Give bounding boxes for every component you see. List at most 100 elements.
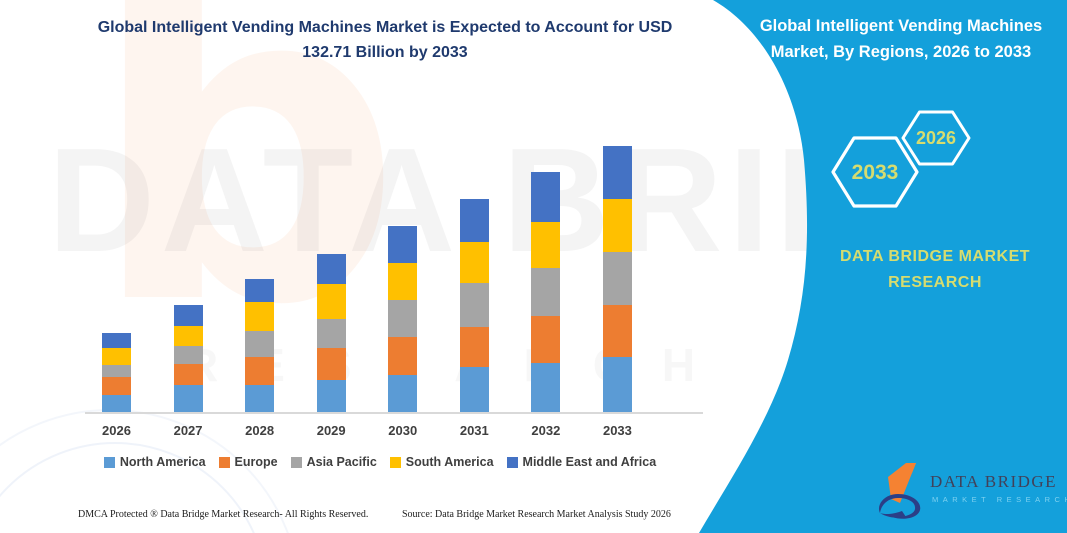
bar-2026 bbox=[102, 333, 131, 412]
legend-label: North America bbox=[119, 455, 206, 469]
bar-2028 bbox=[245, 279, 275, 412]
brand-text-line1: DATA BRIDGE MARKET bbox=[839, 248, 1031, 265]
logo-b-swoosh bbox=[878, 494, 921, 519]
bar-segment-2030-europe bbox=[388, 337, 418, 375]
x-axis-label-2027: 2027 bbox=[173, 423, 203, 438]
bar-2032 bbox=[531, 172, 561, 412]
bar-segment-2026-europe bbox=[102, 377, 131, 395]
bar-segment-2032-asia-pacific bbox=[531, 268, 561, 316]
hexagon-2026-label: 2026 bbox=[915, 128, 957, 148]
right-panel-title-line2: Market, By Regions, 2026 to 2033 bbox=[770, 43, 1032, 61]
right-panel-title: Global Intelligent Vending Machines Mark… bbox=[742, 13, 1060, 65]
legend-item-middle-east-and-africa: Middle East and Africa bbox=[506, 455, 657, 469]
bar-segment-2031-europe bbox=[459, 327, 489, 367]
bar-segment-2033-middle-east-and-africa bbox=[602, 146, 632, 199]
bar-segment-2028-europe bbox=[245, 357, 275, 385]
legend-swatch-icon bbox=[506, 456, 518, 468]
bar-segment-2032-europe bbox=[531, 316, 561, 363]
bar-segment-2030-middle-east-and-africa bbox=[388, 226, 418, 263]
logo-name-text: DATA BRIDGE bbox=[930, 472, 1058, 491]
x-axis-label-2030: 2030 bbox=[388, 423, 418, 438]
legend-item-north-america: North America bbox=[103, 455, 206, 469]
bar-segment-2032-north-america bbox=[531, 363, 561, 412]
x-axis-labels: 2026 2027 2028 2029 2030 2031 2032 2033 bbox=[102, 423, 632, 438]
x-axis-label-2028: 2028 bbox=[245, 423, 275, 438]
bar-segment-2028-south-america bbox=[245, 302, 275, 331]
bar-segment-2031-south-america bbox=[459, 242, 489, 283]
legend-swatch-icon bbox=[218, 456, 230, 468]
bar-segment-2027-asia-pacific bbox=[173, 346, 203, 364]
x-axis-label-2026: 2026 bbox=[102, 423, 131, 438]
bar-2027 bbox=[173, 305, 203, 412]
x-axis-line bbox=[85, 412, 703, 414]
bar-segment-2030-asia-pacific bbox=[388, 300, 418, 337]
legend-label: Europe bbox=[234, 455, 278, 469]
chart-title-line2: 132.71 Billion by 2033 bbox=[302, 44, 468, 61]
hexagon-2026-outline bbox=[901, 110, 971, 166]
bar-segment-2026-south-america bbox=[102, 348, 131, 365]
bar-segment-2027-north-america bbox=[173, 385, 203, 412]
x-axis-label-2031: 2031 bbox=[459, 423, 489, 438]
bar-2029 bbox=[316, 254, 346, 412]
bar-segment-2028-middle-east-and-africa bbox=[245, 279, 275, 302]
bar-segment-2029-asia-pacific bbox=[316, 319, 346, 348]
bar-segment-2029-middle-east-and-africa bbox=[316, 254, 346, 284]
source-attribution-text: Source: Data Bridge Market Research Mark… bbox=[402, 509, 671, 520]
chart-title-line1: Global Intelligent Vending Machines Mark… bbox=[97, 19, 673, 36]
bar-segment-2030-north-america bbox=[388, 375, 418, 412]
bar-segment-2029-north-america bbox=[316, 380, 346, 412]
hexagon-2033-label: 2033 bbox=[851, 161, 899, 184]
legend-label: South America bbox=[405, 455, 494, 469]
bar-segment-2033-south-america bbox=[602, 199, 632, 252]
bar-segment-2026-middle-east-and-africa bbox=[102, 333, 131, 348]
data-bridge-b-icon bbox=[878, 463, 921, 519]
bar-segment-2027-south-america bbox=[173, 326, 203, 346]
legend-label: Asia Pacific bbox=[306, 455, 377, 469]
legend-item-south-america: South America bbox=[389, 455, 494, 469]
legend-swatch-icon bbox=[103, 456, 115, 468]
dmca-copyright-text: DMCA Protected ® Data Bridge Market Rese… bbox=[78, 509, 369, 520]
bar-segment-2033-europe bbox=[602, 305, 632, 357]
bar-segment-2031-middle-east-and-africa bbox=[459, 199, 489, 242]
bar-segment-2028-north-america bbox=[245, 385, 275, 412]
x-axis-label-2029: 2029 bbox=[316, 423, 346, 438]
bar-segment-2033-north-america bbox=[602, 357, 632, 412]
x-axis-label-2033: 2033 bbox=[602, 423, 632, 438]
legend-item-asia-pacific: Asia Pacific bbox=[290, 455, 377, 469]
data-bridge-logo: DATA BRIDGE MARKET RESEARCH bbox=[876, 459, 1067, 525]
chart-legend: North America Europe Asia Pacific South Ame… bbox=[55, 455, 705, 469]
bar-2031 bbox=[459, 199, 489, 412]
blue-panel-shape bbox=[699, 0, 1067, 533]
bar-segment-2032-south-america bbox=[531, 222, 561, 268]
legend-item-europe: Europe bbox=[218, 455, 278, 469]
bar-segment-2033-asia-pacific bbox=[602, 252, 632, 305]
x-axis-label-2032: 2032 bbox=[531, 423, 561, 438]
brand-text-line2: RESEARCH bbox=[888, 274, 982, 291]
legend-label: Middle East and Africa bbox=[522, 455, 657, 469]
bar-segment-2030-south-america bbox=[388, 263, 418, 300]
chart-plot-area bbox=[102, 146, 632, 412]
bar-segment-2029-europe bbox=[316, 348, 346, 380]
corner-arc-decoration bbox=[0, 442, 255, 533]
logo-b-swoosh-tail bbox=[880, 511, 906, 518]
bar-segment-2031-north-america bbox=[459, 367, 489, 412]
bar-segment-2026-north-america bbox=[102, 395, 131, 412]
bar-2030 bbox=[388, 226, 418, 412]
bar-segment-2027-middle-east-and-africa bbox=[173, 305, 203, 326]
logo-b-flag bbox=[902, 463, 916, 473]
bar-2033 bbox=[602, 146, 632, 412]
bar-segment-2031-asia-pacific bbox=[459, 283, 489, 327]
right-panel-title-line1: Global Intelligent Vending Machines bbox=[759, 17, 1043, 35]
legend-swatch-icon bbox=[290, 456, 302, 468]
legend-swatch-icon bbox=[389, 456, 401, 468]
bar-segment-2029-south-america bbox=[316, 284, 346, 319]
bar-segment-2028-asia-pacific bbox=[245, 331, 275, 357]
bar-segment-2026-asia-pacific bbox=[102, 365, 131, 377]
brand-text: DATA BRIDGE MARKET RESEARCH bbox=[800, 244, 1067, 296]
bar-segment-2027-europe bbox=[173, 364, 203, 385]
hexagon-2033-outline bbox=[831, 136, 919, 208]
bar-segment-2032-middle-east-and-africa bbox=[531, 172, 561, 222]
logo-sub-text: MARKET RESEARCH bbox=[932, 495, 1067, 504]
